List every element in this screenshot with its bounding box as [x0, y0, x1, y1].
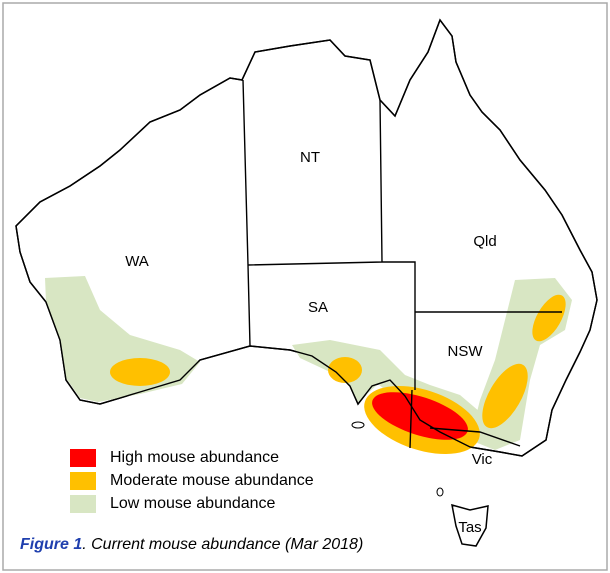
region-label: WA [125, 253, 149, 270]
island [351, 421, 365, 429]
region-label: Vic [472, 451, 493, 468]
region-label: Tas [458, 519, 481, 536]
outline [15, 18, 598, 457]
legend-swatch [70, 449, 96, 467]
moderate-area [482, 363, 528, 429]
legend-swatch [70, 495, 96, 513]
region-label: Qld [473, 233, 496, 250]
legend-label: Low mouse abundance [110, 495, 276, 512]
caption: Figure 1. Current mouse abundance (Mar 2… [20, 536, 363, 553]
moderate-area [532, 294, 566, 342]
figure-number: Figure 1 [20, 536, 82, 553]
region-label: NT [300, 149, 320, 166]
moderate-area [328, 357, 362, 383]
moderate-area [110, 358, 170, 386]
legend-label: Moderate mouse abundance [110, 472, 314, 489]
legend-label: High mouse abundance [110, 449, 279, 466]
caption-text: . Current mouse abundance (Mar 2018) [82, 536, 363, 553]
state-borders [242, 79, 562, 449]
tasmania [451, 503, 489, 547]
high-area [372, 392, 468, 440]
high-abundance-areas [372, 392, 468, 440]
region-label: SA [308, 299, 328, 316]
legend-swatch [70, 472, 96, 490]
australia-map [15, 18, 598, 547]
region-label: NSW [448, 343, 484, 360]
island [436, 487, 444, 497]
